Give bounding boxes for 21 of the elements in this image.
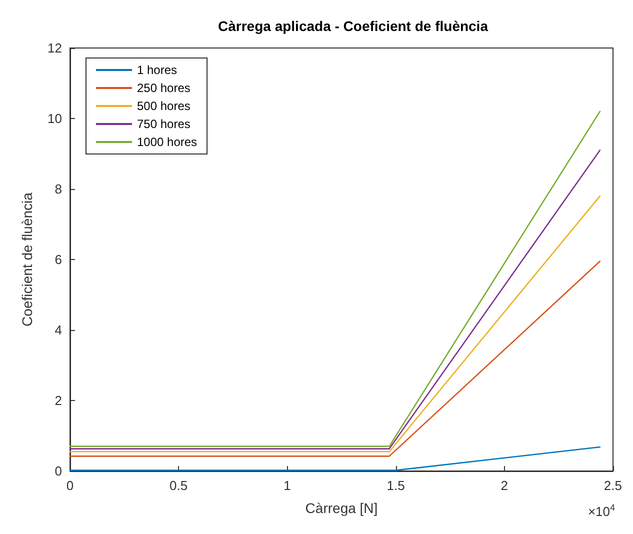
y-tick-label: 10	[48, 111, 62, 126]
legend-label: 500 hores	[137, 99, 190, 113]
x-tick-label: 1	[284, 478, 291, 493]
x-tick-label: 2	[500, 478, 508, 493]
y-tick-label: 12	[48, 40, 62, 56]
y-tick-label: 0	[54, 464, 62, 478]
y-tick-label: 6	[54, 252, 62, 267]
x-tick-label: 0	[66, 478, 74, 493]
legend-label: 1000 hores	[137, 135, 198, 149]
y-axis-title: Coeficient de fluència	[19, 192, 35, 326]
x-tick-label: 1.5	[386, 478, 405, 493]
x-axis-title: Càrrega [N]	[305, 500, 378, 516]
chart-title: Càrrega aplicada - Coeficient de fluència	[218, 18, 488, 34]
y-tick-label: 2	[54, 393, 62, 408]
legend-label: 750 hores	[137, 117, 190, 131]
x-tick-label: 2.5	[604, 478, 622, 493]
legend-label: 1 hores	[137, 63, 178, 77]
y-tick-label: 8	[54, 182, 62, 196]
y-tick-label: 4	[54, 322, 62, 338]
legend-label: 250 hores	[137, 81, 190, 95]
x-tick-label: 0.5	[170, 478, 188, 493]
